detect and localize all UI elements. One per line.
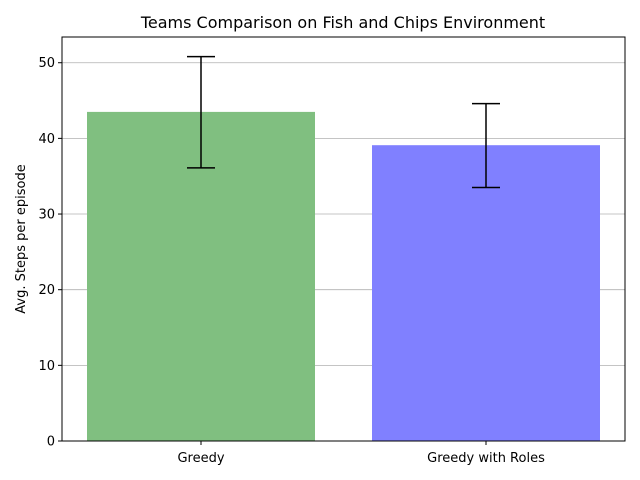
y-tick-label: 20	[38, 283, 55, 298]
x-tick-label: Greedy with Roles	[427, 451, 545, 466]
x-tick-label: Greedy	[177, 451, 224, 466]
y-tick-label: 40	[38, 132, 55, 147]
chart-title: Teams Comparison on Fish and Chips Envir…	[140, 13, 545, 32]
y-tick-label: 0	[47, 435, 55, 450]
x-axis-ticks: Greedy Greedy with Roles	[177, 441, 545, 466]
bars	[87, 111, 600, 442]
y-tick-label: 50	[38, 56, 55, 71]
plot-frame	[61, 36, 626, 442]
y-axis-ticks: 0 10 20 30 40 50	[38, 56, 62, 450]
error-bars	[187, 55, 500, 189]
y-tick-label: 30	[38, 208, 55, 223]
y-axis-label: Avg. Steps per episode	[14, 164, 29, 313]
bar-greedy-with-roles	[372, 145, 600, 442]
y-tick-label: 10	[38, 359, 55, 374]
